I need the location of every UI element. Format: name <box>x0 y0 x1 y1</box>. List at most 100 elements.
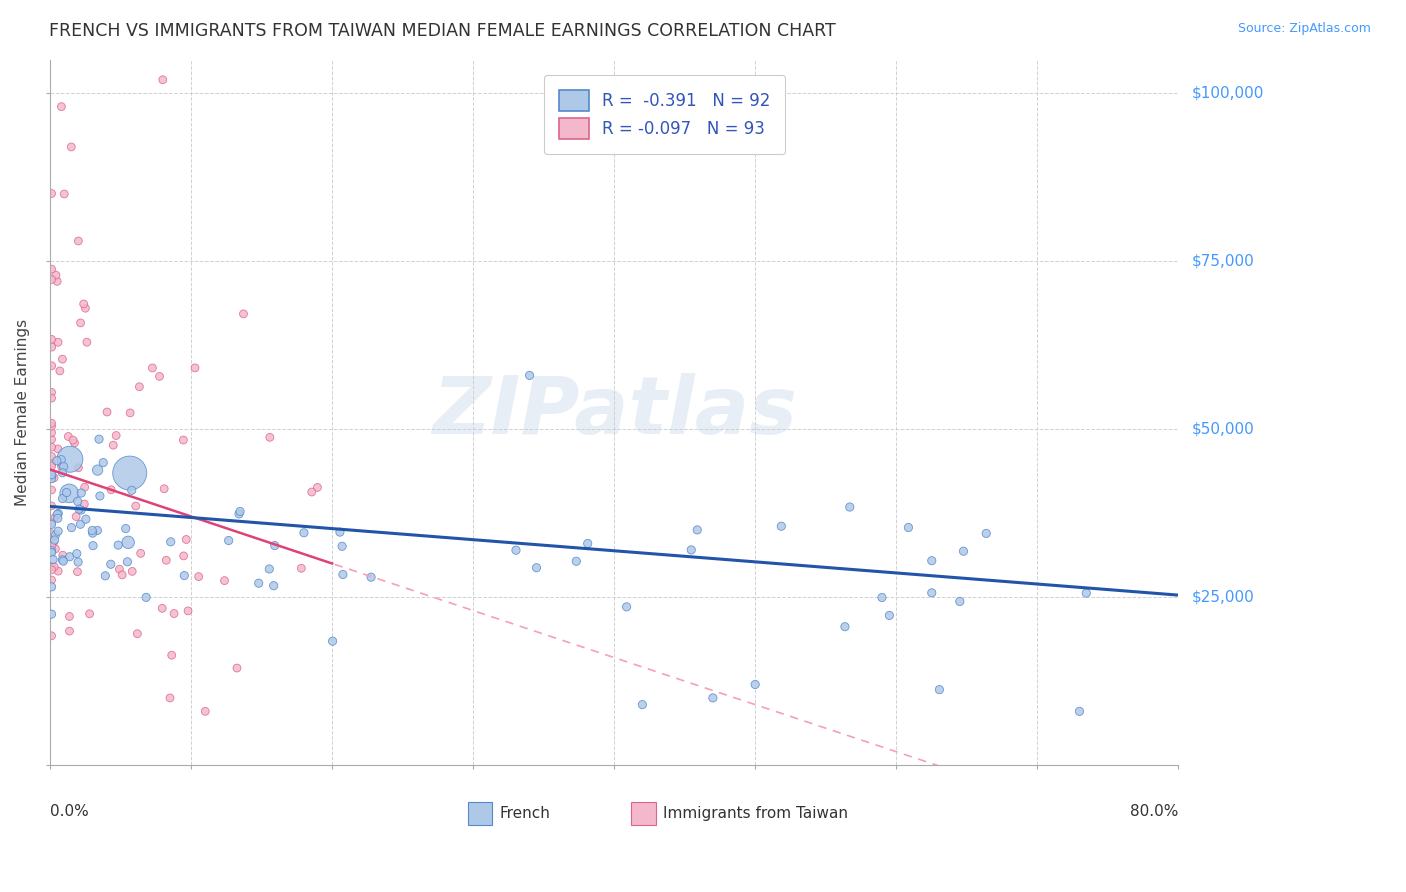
Point <box>41 563 63 577</box>
Legend: R =  -0.391   N = 92, R = -0.097   N = 93: R = -0.391 N = 92, R = -0.097 N = 93 <box>544 75 785 154</box>
Point <box>117 555 139 569</box>
Point <box>121 483 143 498</box>
FancyBboxPatch shape <box>468 803 492 825</box>
Point <box>41 516 63 530</box>
Point <box>46 442 69 456</box>
Point <box>127 626 149 640</box>
Point <box>100 558 122 572</box>
Text: ZIPatlas: ZIPatlas <box>432 374 797 451</box>
Point <box>214 574 236 588</box>
Point <box>301 485 323 500</box>
Point <box>82 539 104 553</box>
Point <box>62 433 84 447</box>
Point <box>44 559 66 574</box>
Point <box>69 517 91 532</box>
Point <box>159 534 181 549</box>
Point <box>41 526 63 541</box>
Point <box>42 471 65 485</box>
Point <box>173 568 195 582</box>
Point <box>631 698 654 712</box>
Point <box>58 609 80 624</box>
Point <box>107 538 129 552</box>
Point <box>42 535 65 549</box>
Point <box>79 607 101 621</box>
Point <box>921 554 943 568</box>
Point <box>232 307 254 321</box>
Point <box>1069 704 1091 718</box>
Point <box>44 533 66 547</box>
Point <box>150 601 173 615</box>
Point <box>41 391 63 405</box>
Point <box>120 406 142 420</box>
Point <box>974 526 997 541</box>
Text: FRENCH VS IMMIGRANTS FROM TAIWAN MEDIAN FEMALE EARNINGS CORRELATION CHART: FRENCH VS IMMIGRANTS FROM TAIWAN MEDIAN … <box>49 22 837 40</box>
Point <box>129 546 152 560</box>
Point <box>73 497 96 511</box>
Point <box>177 604 200 618</box>
Point <box>41 340 63 354</box>
Point <box>526 560 548 574</box>
Point <box>259 430 281 444</box>
Point <box>66 565 89 579</box>
Point <box>152 72 174 87</box>
Point <box>59 452 82 467</box>
Point <box>148 369 170 384</box>
Point <box>41 580 63 594</box>
Point <box>292 525 315 540</box>
Point <box>58 486 80 500</box>
Point <box>41 272 63 286</box>
Text: Immigrants from Taiwan: Immigrants from Taiwan <box>662 806 848 822</box>
Point <box>52 459 75 474</box>
Point <box>49 364 72 378</box>
Point <box>73 480 96 494</box>
Point <box>41 573 63 587</box>
Point <box>42 552 65 566</box>
Point <box>229 504 252 518</box>
Point <box>96 405 118 419</box>
Point <box>70 486 93 500</box>
Point <box>51 459 73 474</box>
Point <box>58 429 80 443</box>
Point <box>118 466 141 480</box>
Point <box>100 483 122 497</box>
Point <box>322 634 344 648</box>
Point <box>360 570 382 584</box>
Point <box>1076 586 1098 600</box>
Point <box>46 274 69 288</box>
Point <box>53 186 76 201</box>
Point <box>194 704 217 718</box>
Text: Source: ZipAtlas.com: Source: ZipAtlas.com <box>1237 22 1371 36</box>
Point <box>332 567 354 582</box>
Y-axis label: Median Female Earnings: Median Female Earnings <box>15 318 30 506</box>
Point <box>702 690 724 705</box>
Point <box>505 543 527 558</box>
Point <box>616 599 638 614</box>
Text: 80.0%: 80.0% <box>1130 804 1178 819</box>
Point <box>41 457 63 471</box>
Point <box>51 352 73 367</box>
Point <box>46 511 69 525</box>
Point <box>46 508 69 522</box>
Point <box>834 620 856 634</box>
Point <box>69 316 91 330</box>
Point <box>565 554 588 568</box>
Point <box>51 553 73 567</box>
Point <box>259 562 281 576</box>
Point <box>125 499 148 513</box>
Point <box>121 565 143 579</box>
Point <box>41 539 63 553</box>
Point <box>290 561 312 575</box>
Point <box>681 542 703 557</box>
Point <box>73 297 96 311</box>
Point <box>41 543 63 558</box>
Point <box>41 472 63 486</box>
Point <box>519 368 541 383</box>
Point <box>226 661 249 675</box>
Point <box>159 690 181 705</box>
Point <box>228 507 250 521</box>
Point <box>41 468 63 483</box>
Point <box>51 100 73 114</box>
Point <box>41 517 63 532</box>
Point <box>307 480 329 494</box>
Point <box>184 360 207 375</box>
